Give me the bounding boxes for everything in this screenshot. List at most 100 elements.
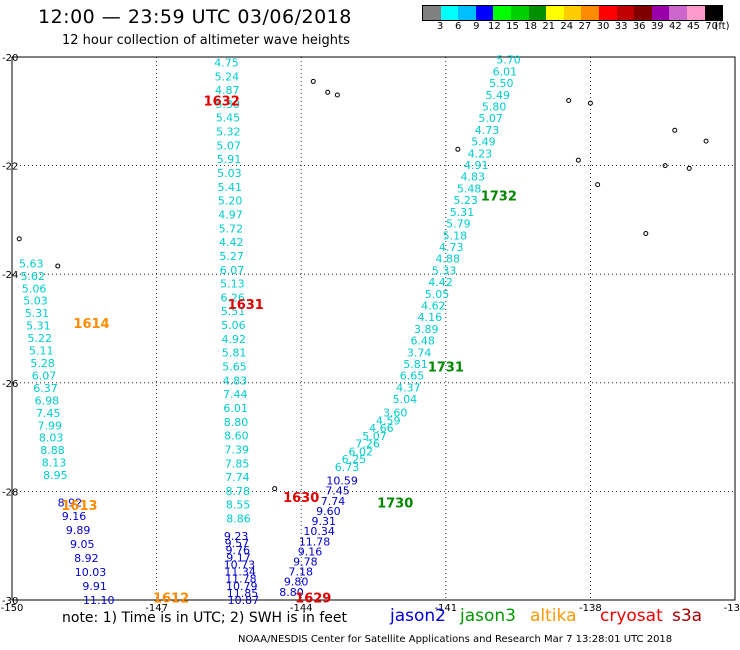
island-outline [566,97,572,103]
color-scale-label: 39 [650,21,664,32]
pass-time-label: 1731 [428,361,464,376]
wave-height-label: 5.81 [403,358,428,371]
wave-height-label: 5.03 [23,295,48,308]
wave-height-label: 11.78 [299,535,331,548]
wave-height-label: 8.86 [226,513,251,526]
wave-height-label: 10.79 [226,580,258,593]
wave-height-label: 4.97 [218,208,243,221]
y-tick-label: -20 [2,53,18,64]
wave-height-label: 11.34 [224,566,256,579]
wave-height-label: 6.73 [335,461,360,474]
color-swatch [669,6,687,20]
wave-height-label: 6.65 [400,370,425,383]
wave-height-label: 10.87 [228,594,260,607]
wave-height-label: 9.17 [226,551,251,564]
color-scale-label: 24 [560,21,574,32]
wave-height-label: 5.07 [216,139,241,152]
wave-height-label: 3.89 [414,323,439,336]
wave-height-label: 6.07 [220,264,245,277]
wave-height-label: 4.37 [396,381,421,394]
wave-height-label: 7.18 [289,566,314,579]
wave-height-label: 8.03 [39,432,64,445]
wave-height-label: 8.88 [40,444,65,457]
wave-height-label: 5.80 [482,101,507,114]
color-scale-label: (ft) [714,21,730,32]
color-scale-label: 12 [488,21,501,32]
island-outline [587,100,593,106]
wave-height-label: 9.91 [82,580,107,593]
wave-height-label: 8.60 [224,430,249,443]
wave-height-label: 4.62 [421,299,446,312]
y-tick-label: -26 [2,379,18,390]
wave-height-label: 6.26 [220,291,245,304]
wave-height-label: 5.04 [393,393,418,406]
wave-height-label: 11.78 [225,573,257,586]
wave-height-label: 5.31 [26,320,51,333]
satellite-legend-s3a: s3a [672,606,703,626]
wave-height-label: 9.16 [62,510,87,523]
island-outline [455,146,461,152]
wave-height-label: 8.80 [224,416,249,429]
pass-time-label: 1631 [228,298,264,313]
color-scale-label: 45 [687,21,700,32]
x-tick-label: -144 [290,603,313,614]
satellite-legend-jason2: jason2 [390,606,446,626]
pass-time-label: 1732 [481,189,517,204]
wave-height-label: 3.74 [407,346,432,359]
wave-height-label: 5.70 [496,54,521,67]
wave-height-label: 9.57 [225,537,250,550]
color-swatch [546,6,564,20]
wave-height-label: 9.31 [312,515,337,528]
wave-height-label: 10.03 [75,566,107,579]
wave-height-label: 8.80 [279,586,304,599]
wave-height-label: 5.24 [215,70,240,83]
wave-height-label: 4.73 [439,241,464,254]
color-scale-label: 6 [455,21,462,32]
wave-height-label: 7.45 [36,407,61,420]
credit-line: NOAA/NESDIS Center for Satellite Applica… [238,634,673,645]
wave-height-label: 9.78 [293,555,318,568]
island-outline [16,236,22,242]
color-swatch [510,6,529,20]
wave-height-label: 5.31 [450,206,475,219]
island-outline [686,165,692,171]
color-swatch [704,6,723,20]
wave-height-label: 7.45 [325,485,350,498]
color-swatch [493,6,511,20]
wave-height-label: 6.98 [35,394,60,407]
pass-time-label: 1632 [204,94,240,109]
wave-height-label: 6.01 [493,65,518,78]
color-scale-label: 9 [473,21,480,32]
wave-height-label: 5.07 [478,112,503,125]
wave-height-label: 5.31 [25,307,50,320]
color-swatch [634,6,652,20]
wave-height-label: 10.73 [224,558,256,571]
wave-height-label: 4.92 [222,333,247,346]
wave-height-label: 7.74 [321,495,346,508]
wave-height-label: 5.22 [28,332,53,345]
satellite-legend-altika: altika [530,606,577,626]
pass-time-label: 1730 [377,496,413,511]
wave-height-label: 4.59 [376,414,401,427]
island-outline [703,138,709,144]
color-swatch [598,6,617,20]
wave-height-label: 5.79 [446,218,471,231]
wave-height-label: 11.10 [83,594,115,607]
wave-height-label: 9.89 [66,524,91,537]
wave-height-label: 4.42 [219,236,244,249]
color-scale-label: 27 [578,21,592,32]
pass-time-label: 1629 [295,591,331,606]
wave-height-label: 5.32 [216,126,241,139]
wave-height-label: 11.85 [227,587,259,600]
island-outline [325,89,331,95]
wave-height-label: 6.07 [32,369,57,382]
wave-height-label: 4.83 [223,374,248,387]
x-tick-label: -147 [145,603,168,614]
wave-height-label: 7.26 [355,438,380,451]
wave-height-label: 7.99 [37,419,62,432]
color-scale-label: 30 [596,21,610,32]
y-tick-label: -22 [2,162,18,173]
wave-height-label: 5.27 [219,250,244,263]
wave-height-label: 4.91 [464,159,489,172]
color-scale-label: 18 [524,21,537,32]
